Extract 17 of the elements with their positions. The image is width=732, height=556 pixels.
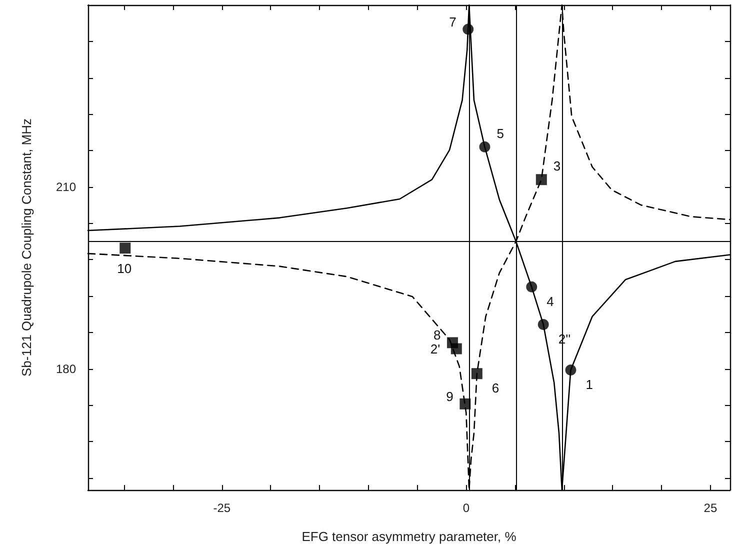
x-tick-label: 25	[704, 501, 718, 515]
x-tick-label: 0	[462, 501, 470, 515]
annotation: 1	[586, 376, 593, 392]
annotation: 9	[446, 388, 454, 404]
annotation: 4	[546, 294, 554, 309]
annotation: 8	[433, 328, 441, 343]
annotation: 10	[117, 261, 132, 276]
annotation: 3	[553, 158, 561, 174]
annotation: 2'	[430, 342, 440, 357]
annotation: 7	[449, 14, 456, 30]
x-axis-title: EFG tensor asymmetry parameter, %	[302, 529, 517, 544]
annotation: 6	[492, 380, 500, 396]
y-axis-title: Sb-121 Quadrupole Coupling Constant, MHz	[19, 118, 34, 376]
y-tick-label: 210	[56, 180, 76, 194]
annotation: 5	[496, 126, 504, 141]
y-tick-label: 180	[56, 362, 76, 376]
x-tick-label: -25	[213, 501, 231, 515]
